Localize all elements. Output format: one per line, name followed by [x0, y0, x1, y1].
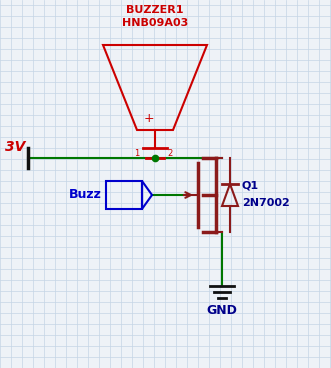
Text: 3V: 3V [5, 140, 25, 154]
Text: 2: 2 [167, 149, 172, 158]
Text: BUZZER1: BUZZER1 [126, 5, 184, 15]
Text: +: + [144, 112, 154, 124]
Text: Q1: Q1 [242, 180, 259, 190]
Text: 2N7002: 2N7002 [242, 198, 290, 208]
Text: GND: GND [207, 304, 237, 317]
Text: HNB09A03: HNB09A03 [122, 18, 188, 28]
Text: Buzz: Buzz [69, 188, 102, 202]
Text: 1: 1 [134, 149, 139, 158]
Bar [106, 181, 142, 209]
